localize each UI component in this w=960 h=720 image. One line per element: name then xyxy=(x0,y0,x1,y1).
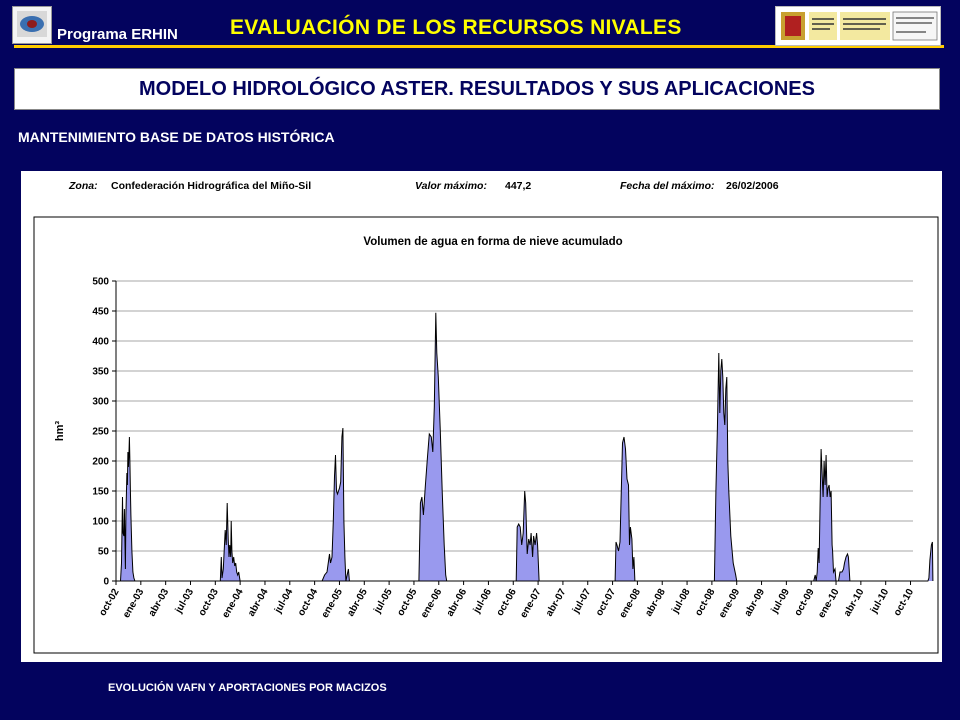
subtitle-banner: MODELO HIDROLÓGICO ASTER. RESULTADOS Y S… xyxy=(14,68,940,110)
y-tick-label: 350 xyxy=(92,367,109,378)
series-area-fill xyxy=(116,312,933,581)
max-value-label: Valor máximo: xyxy=(415,180,487,192)
y-tick-label: 300 xyxy=(92,397,109,408)
max-date-value: 26/02/2006 xyxy=(726,180,779,192)
chart-title: Volumen de agua en forma de nieve acumul… xyxy=(363,236,622,248)
max-date-label: Fecha del máximo: xyxy=(620,180,715,192)
ministry-logo xyxy=(775,6,941,46)
zone-label: Zona: xyxy=(68,180,98,192)
program-name: Programa ERHIN xyxy=(57,26,178,43)
y-tick-label: 0 xyxy=(103,577,109,588)
series-line xyxy=(116,312,934,582)
y-tick-label: 150 xyxy=(92,487,109,498)
y-axis-label: hm³ xyxy=(54,421,66,442)
plot-frame xyxy=(33,216,939,654)
y-tick-label: 200 xyxy=(92,457,109,468)
y-tick-label: 450 xyxy=(92,307,109,318)
y-tick-label: 250 xyxy=(92,427,109,438)
data-area xyxy=(116,312,934,582)
section-label: MANTENIMIENTO BASE DE DATOS HISTÓRICA xyxy=(18,129,335,145)
y-tick-label: 500 xyxy=(92,277,109,288)
erhin-logo-graphic xyxy=(17,11,47,37)
page-title: EVALUACIÓN DE LOS RECURSOS NIVALES xyxy=(230,16,682,39)
subtitle-text: MODELO HIDROLÓGICO ASTER. RESULTADOS Y S… xyxy=(139,77,815,100)
chart-panel: Zona: Confederación Hidrográfica del Miñ… xyxy=(21,171,942,662)
erhin-logo xyxy=(12,6,52,44)
snow-volume-chart: Zona: Confederación Hidrográfica del Miñ… xyxy=(33,180,939,654)
zone-value: Confederación Hidrográfica del Miño-Sil xyxy=(111,180,311,192)
grid-lines xyxy=(116,280,913,552)
ministry-logo-graphic xyxy=(778,9,938,43)
max-value: 447,2 xyxy=(505,180,531,192)
info-line: Zona: Confederación Hidrográfica del Miñ… xyxy=(68,180,779,192)
y-tick-label: 50 xyxy=(98,547,110,558)
y-tick-label: 400 xyxy=(92,337,109,348)
y-tick-label: 100 xyxy=(92,517,109,528)
y-ticks: 0 50 100 150 200 250 300 350 400 450 500 xyxy=(92,277,116,588)
title-rule xyxy=(14,45,944,48)
footer-note: EVOLUCIÓN VAFN Y APORTACIONES POR MACIZO… xyxy=(108,682,387,694)
